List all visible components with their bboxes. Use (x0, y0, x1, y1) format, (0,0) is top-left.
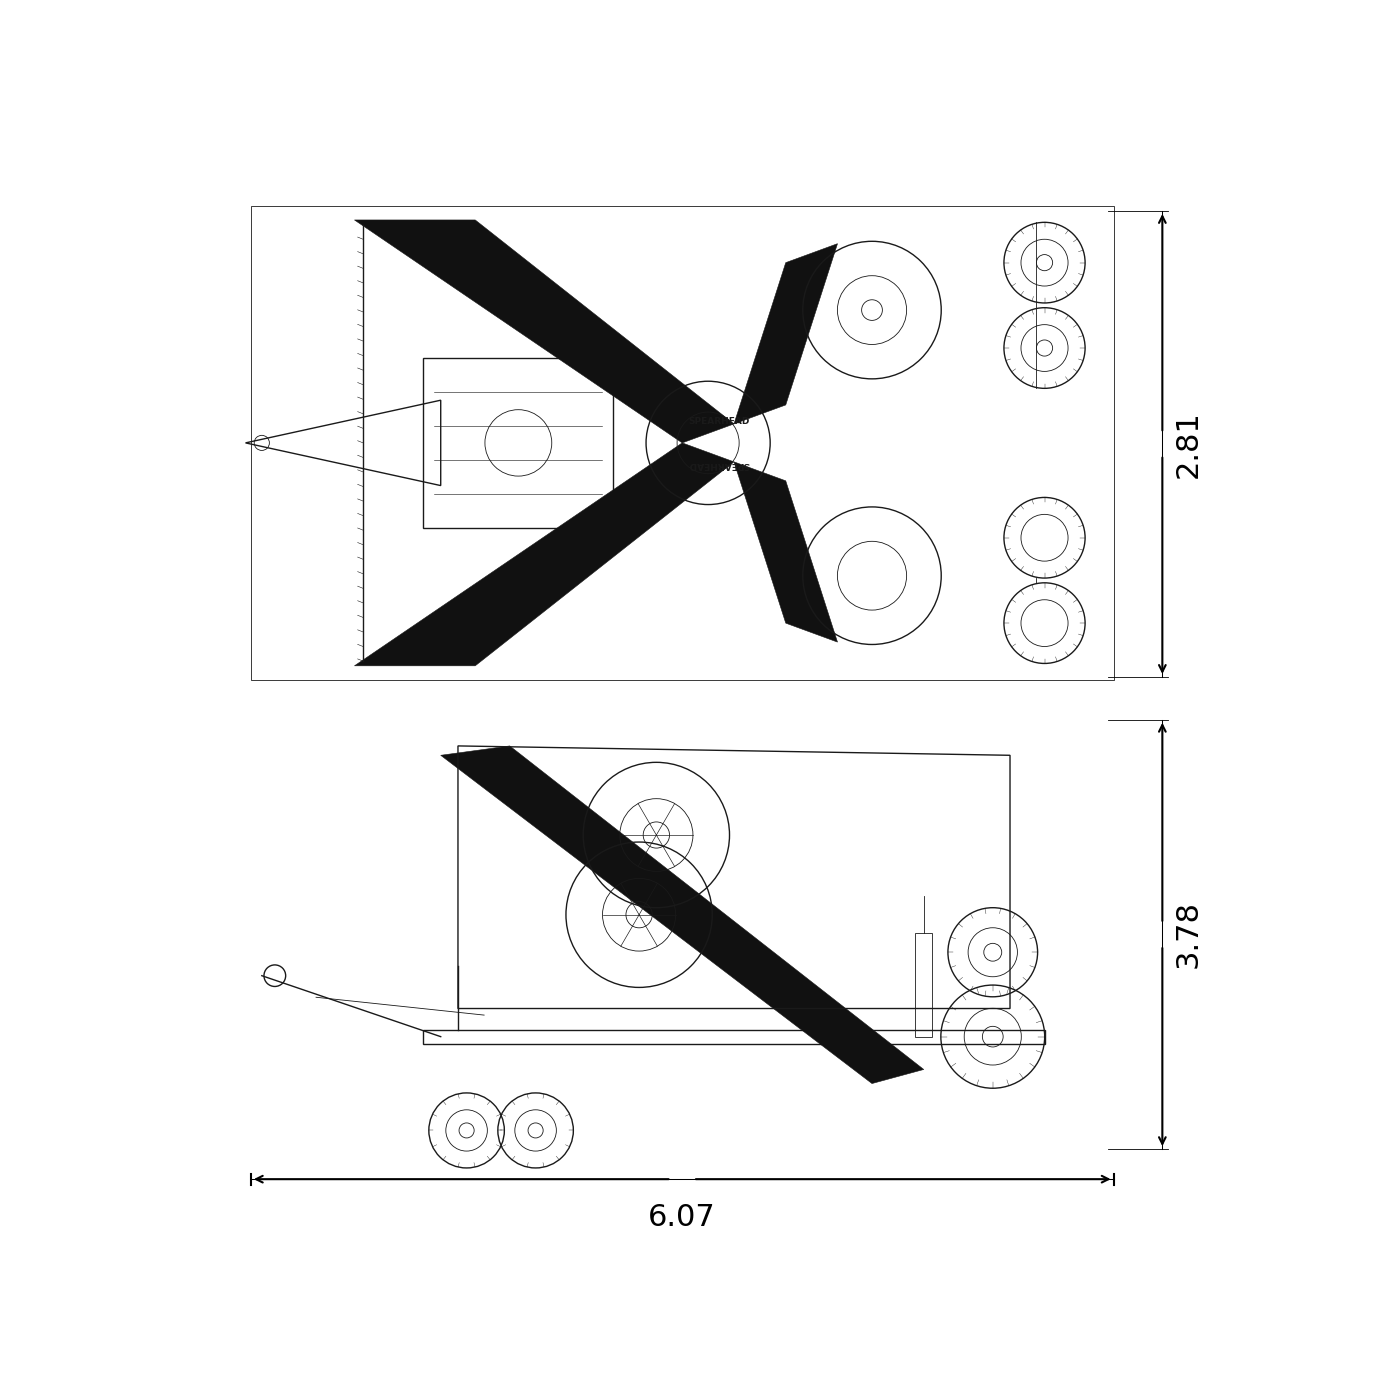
Polygon shape (354, 442, 734, 666)
Bar (916, 934, 932, 1036)
Polygon shape (734, 462, 837, 643)
Bar (423, 357, 613, 528)
Polygon shape (441, 746, 924, 1084)
Polygon shape (734, 244, 837, 424)
Text: SPEARHEAD: SPEARHEAD (689, 459, 749, 469)
Text: 3.78: 3.78 (1173, 900, 1203, 969)
Text: SPEARHEAD: SPEARHEAD (689, 417, 749, 426)
Bar (251, 206, 1113, 680)
Polygon shape (354, 220, 734, 442)
Text: 6.07: 6.07 (648, 1203, 717, 1232)
Bar (423, 1029, 1044, 1043)
Text: 2.81: 2.81 (1173, 410, 1203, 477)
